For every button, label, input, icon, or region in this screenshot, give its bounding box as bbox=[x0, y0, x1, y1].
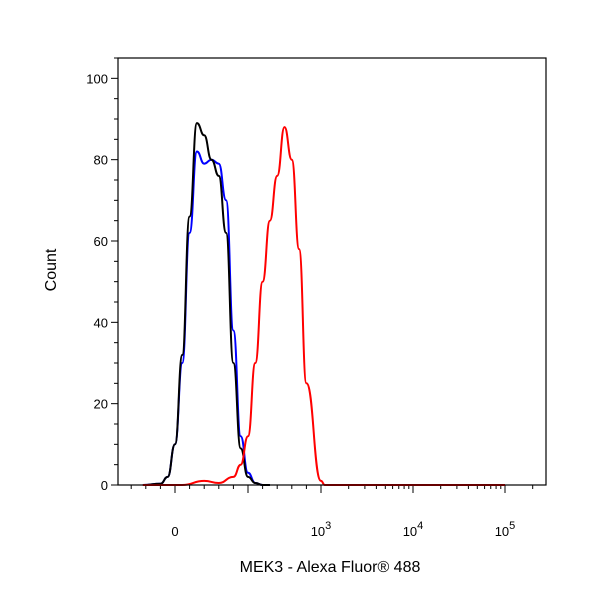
y-tick-label: 100 bbox=[86, 71, 108, 86]
y-axis-title: Count bbox=[43, 248, 60, 291]
axis-ticks bbox=[111, 57, 534, 493]
y-tick-label: 60 bbox=[94, 234, 108, 249]
x-tick-label: 104 bbox=[403, 520, 424, 539]
y-tick-label: 40 bbox=[94, 315, 108, 330]
series-line-0 bbox=[142, 150, 270, 486]
x-axis-title: MEK3 - Alexa Fluor® 488 bbox=[240, 559, 421, 576]
x-tick-label: 0 bbox=[171, 524, 178, 539]
x-tick-labels: 0 103 104 105 bbox=[171, 520, 515, 539]
x-tick-label: 105 bbox=[495, 520, 516, 539]
y-tick-label: 0 bbox=[101, 478, 108, 493]
series-line-1 bbox=[142, 122, 270, 486]
x-tick-label: 103 bbox=[311, 520, 332, 539]
y-tick-label: 80 bbox=[94, 153, 108, 168]
plot-frame bbox=[117, 57, 547, 486]
y-tick-label: 20 bbox=[94, 397, 108, 412]
series-layer bbox=[142, 122, 505, 487]
series-line-2 bbox=[142, 126, 505, 487]
y-tick-labels: 0 20 40 60 80 100 bbox=[86, 71, 108, 493]
